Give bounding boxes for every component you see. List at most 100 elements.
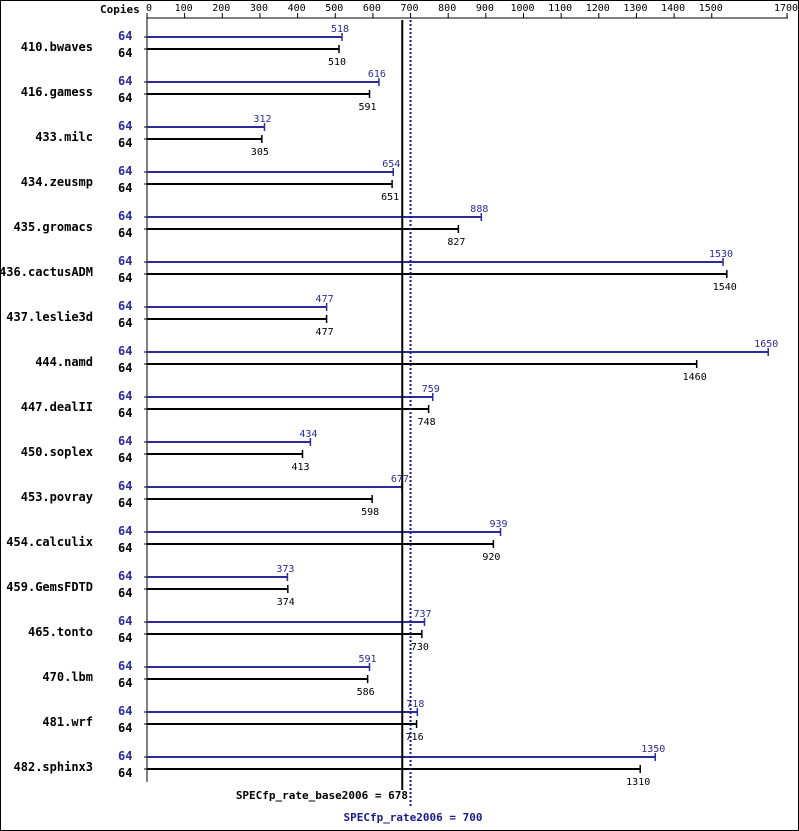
peak-copies-label: 64 [118, 434, 132, 448]
benchmark-label: 444.namd [35, 355, 93, 369]
x-tick-label: 800 [438, 3, 456, 14]
peak-value-label: 1650 [754, 339, 778, 350]
x-tick-label: 1500 [699, 3, 723, 14]
peak-value-label: 737 [413, 609, 431, 620]
x-tick-label: 1700 [774, 3, 798, 14]
base-copies-label: 64 [118, 181, 132, 195]
peak-copies-label: 64 [118, 74, 132, 88]
benchmark-label: 453.povray [21, 490, 93, 504]
x-tick-label: 0 [146, 3, 152, 14]
base-value-label: 510 [328, 57, 346, 68]
x-tick-label: 200 [212, 3, 230, 14]
base-value-label: 730 [411, 642, 429, 653]
base-value-label: 1460 [683, 372, 707, 383]
peak-copies-label: 64 [118, 119, 132, 133]
x-tick-label: 900 [476, 3, 494, 14]
base-value-label: 591 [358, 102, 376, 113]
benchmark-label: 481.wrf [42, 715, 93, 729]
x-tick-label: 1400 [661, 3, 685, 14]
peak-value-label: 477 [316, 294, 334, 305]
peak-copies-label: 64 [118, 524, 132, 538]
peak-copies-label: 64 [118, 209, 132, 223]
base-value-label: 305 [251, 147, 269, 158]
base-value-label: 827 [447, 237, 465, 248]
benchmark-label: 435.gromacs [14, 220, 93, 234]
peak-copies-label: 64 [118, 254, 132, 268]
base-copies-label: 64 [118, 541, 132, 555]
x-tick-label: 300 [250, 3, 268, 14]
benchmark-label: 436.cactusADM [0, 265, 93, 279]
base-copies-label: 64 [118, 361, 132, 375]
benchmark-label: 410.bwaves [21, 40, 93, 54]
benchmark-label: 454.calculix [6, 535, 93, 549]
peak-copies-label: 64 [118, 749, 132, 763]
peak-copies-label: 64 [118, 659, 132, 673]
peak-copies-label: 64 [118, 164, 132, 178]
base-value-label: 374 [277, 597, 295, 608]
base-value-label: 477 [316, 327, 334, 338]
base-copies-label: 64 [118, 631, 132, 645]
base-copies-label: 64 [118, 676, 132, 690]
peak-copies-label: 64 [118, 479, 132, 493]
base-copies-label: 64 [118, 586, 132, 600]
benchmark-label: 470.lbm [42, 670, 93, 684]
base-copies-label: 64 [118, 136, 132, 150]
peak-value-label: 888 [470, 204, 488, 215]
benchmark-label: 433.milc [35, 130, 93, 144]
x-tick-label: 400 [288, 3, 306, 14]
base-value-label: 1310 [626, 777, 650, 788]
base-value-label: 586 [357, 687, 375, 698]
peak-value-label: 518 [331, 24, 349, 35]
base-copies-label: 64 [118, 316, 132, 330]
benchmark-label: 437.leslie3d [6, 310, 93, 324]
x-tick-label: 500 [325, 3, 343, 14]
base-value-label: 1540 [713, 282, 737, 293]
x-tick-label: 100 [175, 3, 193, 14]
peak-copies-label: 64 [118, 569, 132, 583]
peak-value-label: 654 [382, 159, 400, 170]
peak-value-label: 373 [276, 564, 294, 575]
benchmark-label: 447.dealII [21, 400, 93, 414]
copies-header: Copies [100, 3, 140, 16]
base-value-label: 920 [482, 552, 500, 563]
peak-value-label: 677 [391, 474, 409, 485]
peak-value-label: 718 [406, 699, 424, 710]
peak-copies-label: 64 [118, 614, 132, 628]
peak-copies-label: 64 [118, 344, 132, 358]
x-tick-label: 1000 [510, 3, 534, 14]
base-copies-label: 64 [118, 496, 132, 510]
peak-value-label: 939 [490, 519, 508, 530]
peak-value-label: 1530 [709, 249, 733, 260]
peak-value-label: 434 [299, 429, 317, 440]
peak-value-label: 616 [368, 69, 386, 80]
peak-copies-label: 64 [118, 389, 132, 403]
benchmark-label: 465.tonto [28, 625, 93, 639]
base-copies-label: 64 [118, 226, 132, 240]
base-copies-label: 64 [118, 91, 132, 105]
benchmark-label: 416.gamess [21, 85, 93, 99]
peak-copies-label: 64 [118, 29, 132, 43]
base-value-label: 651 [381, 192, 399, 203]
base-copies-label: 64 [118, 766, 132, 780]
x-tick-label: 1100 [548, 3, 572, 14]
benchmark-label: 482.sphinx3 [14, 760, 93, 774]
peak-value-label: 312 [253, 114, 271, 125]
base-copies-label: 64 [118, 721, 132, 735]
x-tick-label: 1300 [623, 3, 647, 14]
base-copies-label: 64 [118, 271, 132, 285]
base-value-label: 748 [418, 417, 436, 428]
peak-copies-label: 64 [118, 299, 132, 313]
benchmark-label: 434.zeusmp [21, 175, 93, 189]
base-copies-label: 64 [118, 46, 132, 60]
base-summary-label: SPECfp_rate_base2006 = 678 [236, 789, 408, 802]
benchmark-label: 459.GemsFDTD [6, 580, 93, 594]
base-copies-label: 64 [118, 451, 132, 465]
x-tick-label: 600 [363, 3, 381, 14]
benchmark-label: 450.soplex [21, 445, 93, 459]
x-tick-label: 1200 [586, 3, 610, 14]
base-value-label: 413 [291, 462, 309, 473]
peak-summary-label: SPECfp_rate2006 = 700 [343, 811, 482, 824]
peak-value-label: 591 [358, 654, 376, 665]
